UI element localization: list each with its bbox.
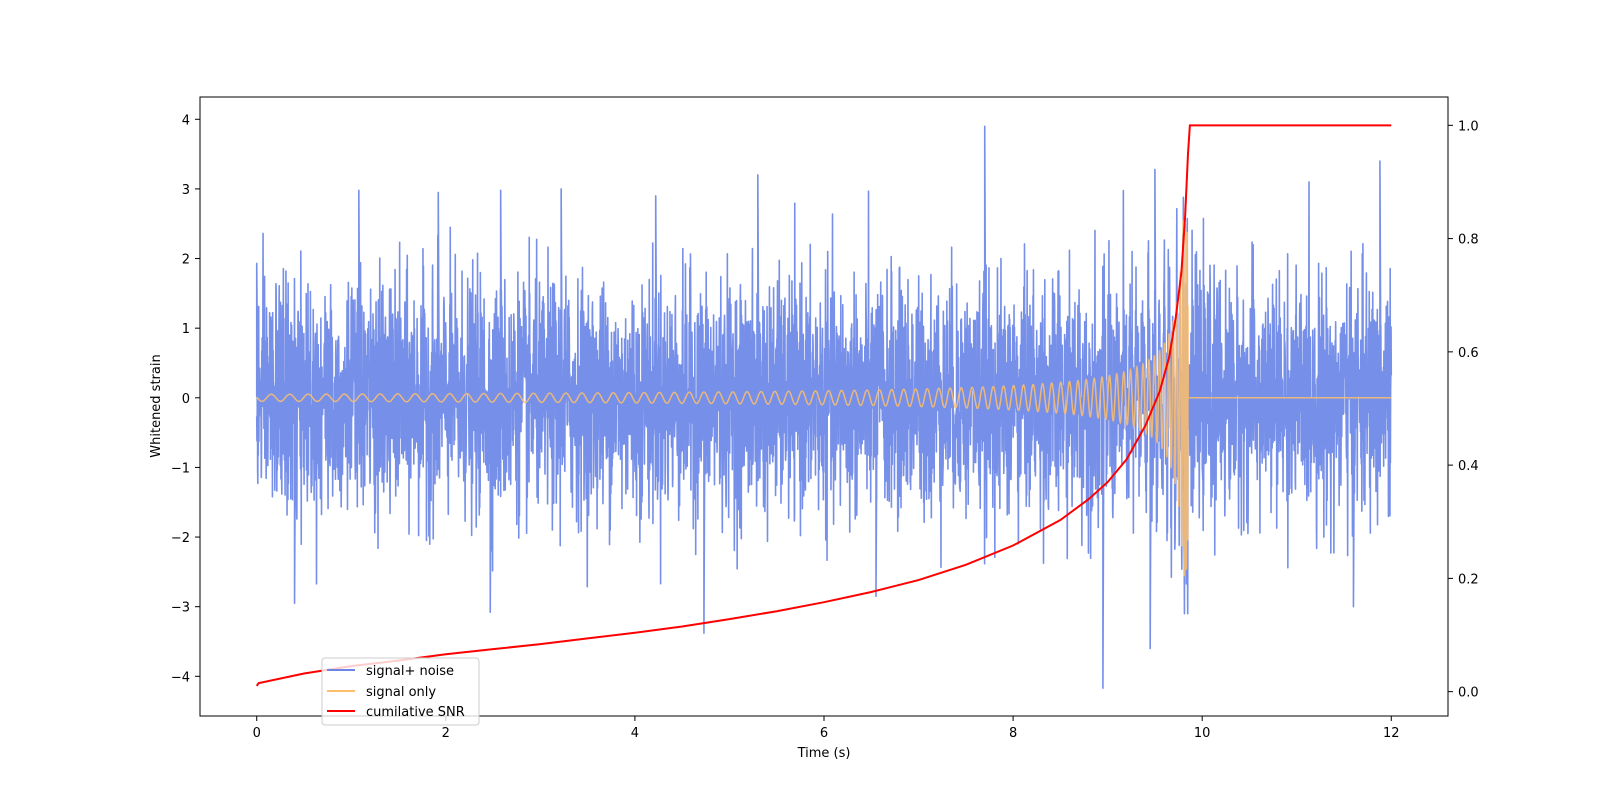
y-tick-label: 4 [182, 113, 190, 128]
y-tick-label: 0 [182, 392, 190, 407]
x-tick-label: 0 [253, 726, 261, 741]
y-tick-label: 1 [182, 322, 190, 337]
series-cumulative-snr-line [255, 124, 1392, 687]
legend-label-signal-noise: signal+ noise [366, 664, 454, 679]
y-tick-label: −3 [171, 601, 190, 616]
x-tick-label: 8 [1009, 726, 1017, 741]
y2-tick-label: 0.4 [1458, 459, 1479, 474]
y2-tick-label: 0.6 [1458, 346, 1479, 361]
y-tick-label: 3 [182, 183, 190, 198]
legend-frame [321, 657, 480, 726]
series-signal-noise-line [255, 125, 1393, 689]
legend-label-signal-only: signal only [366, 685, 436, 700]
legend-label-cumulative-snr: cumilative SNR [366, 705, 465, 720]
x-tick-label: 6 [820, 726, 828, 741]
series-layer [255, 124, 1393, 689]
y2-tick-label: 0.2 [1458, 572, 1479, 587]
x-axis-label: Time (s) [797, 746, 851, 761]
x-tick-label: 10 [1194, 726, 1211, 741]
y2-tick-label: 1.0 [1458, 119, 1479, 134]
y-tick-label: −4 [171, 670, 190, 685]
x-tick-label: 2 [442, 726, 450, 741]
x-tick-label: 12 [1383, 726, 1400, 741]
y-tick-label: −2 [171, 531, 190, 546]
x-tick-label: 4 [631, 726, 639, 741]
legend: signal+ noise signal only cumilative SNR [321, 657, 480, 726]
y-axis-label: Whitened strain [149, 354, 164, 457]
y-tick-label: 2 [182, 253, 190, 268]
y2-tick-label: 0.0 [1458, 686, 1479, 701]
series-signal-only-line [256, 220, 1392, 577]
y2-tick-label: 0.8 [1458, 233, 1479, 248]
y-tick-label: −1 [171, 461, 190, 476]
